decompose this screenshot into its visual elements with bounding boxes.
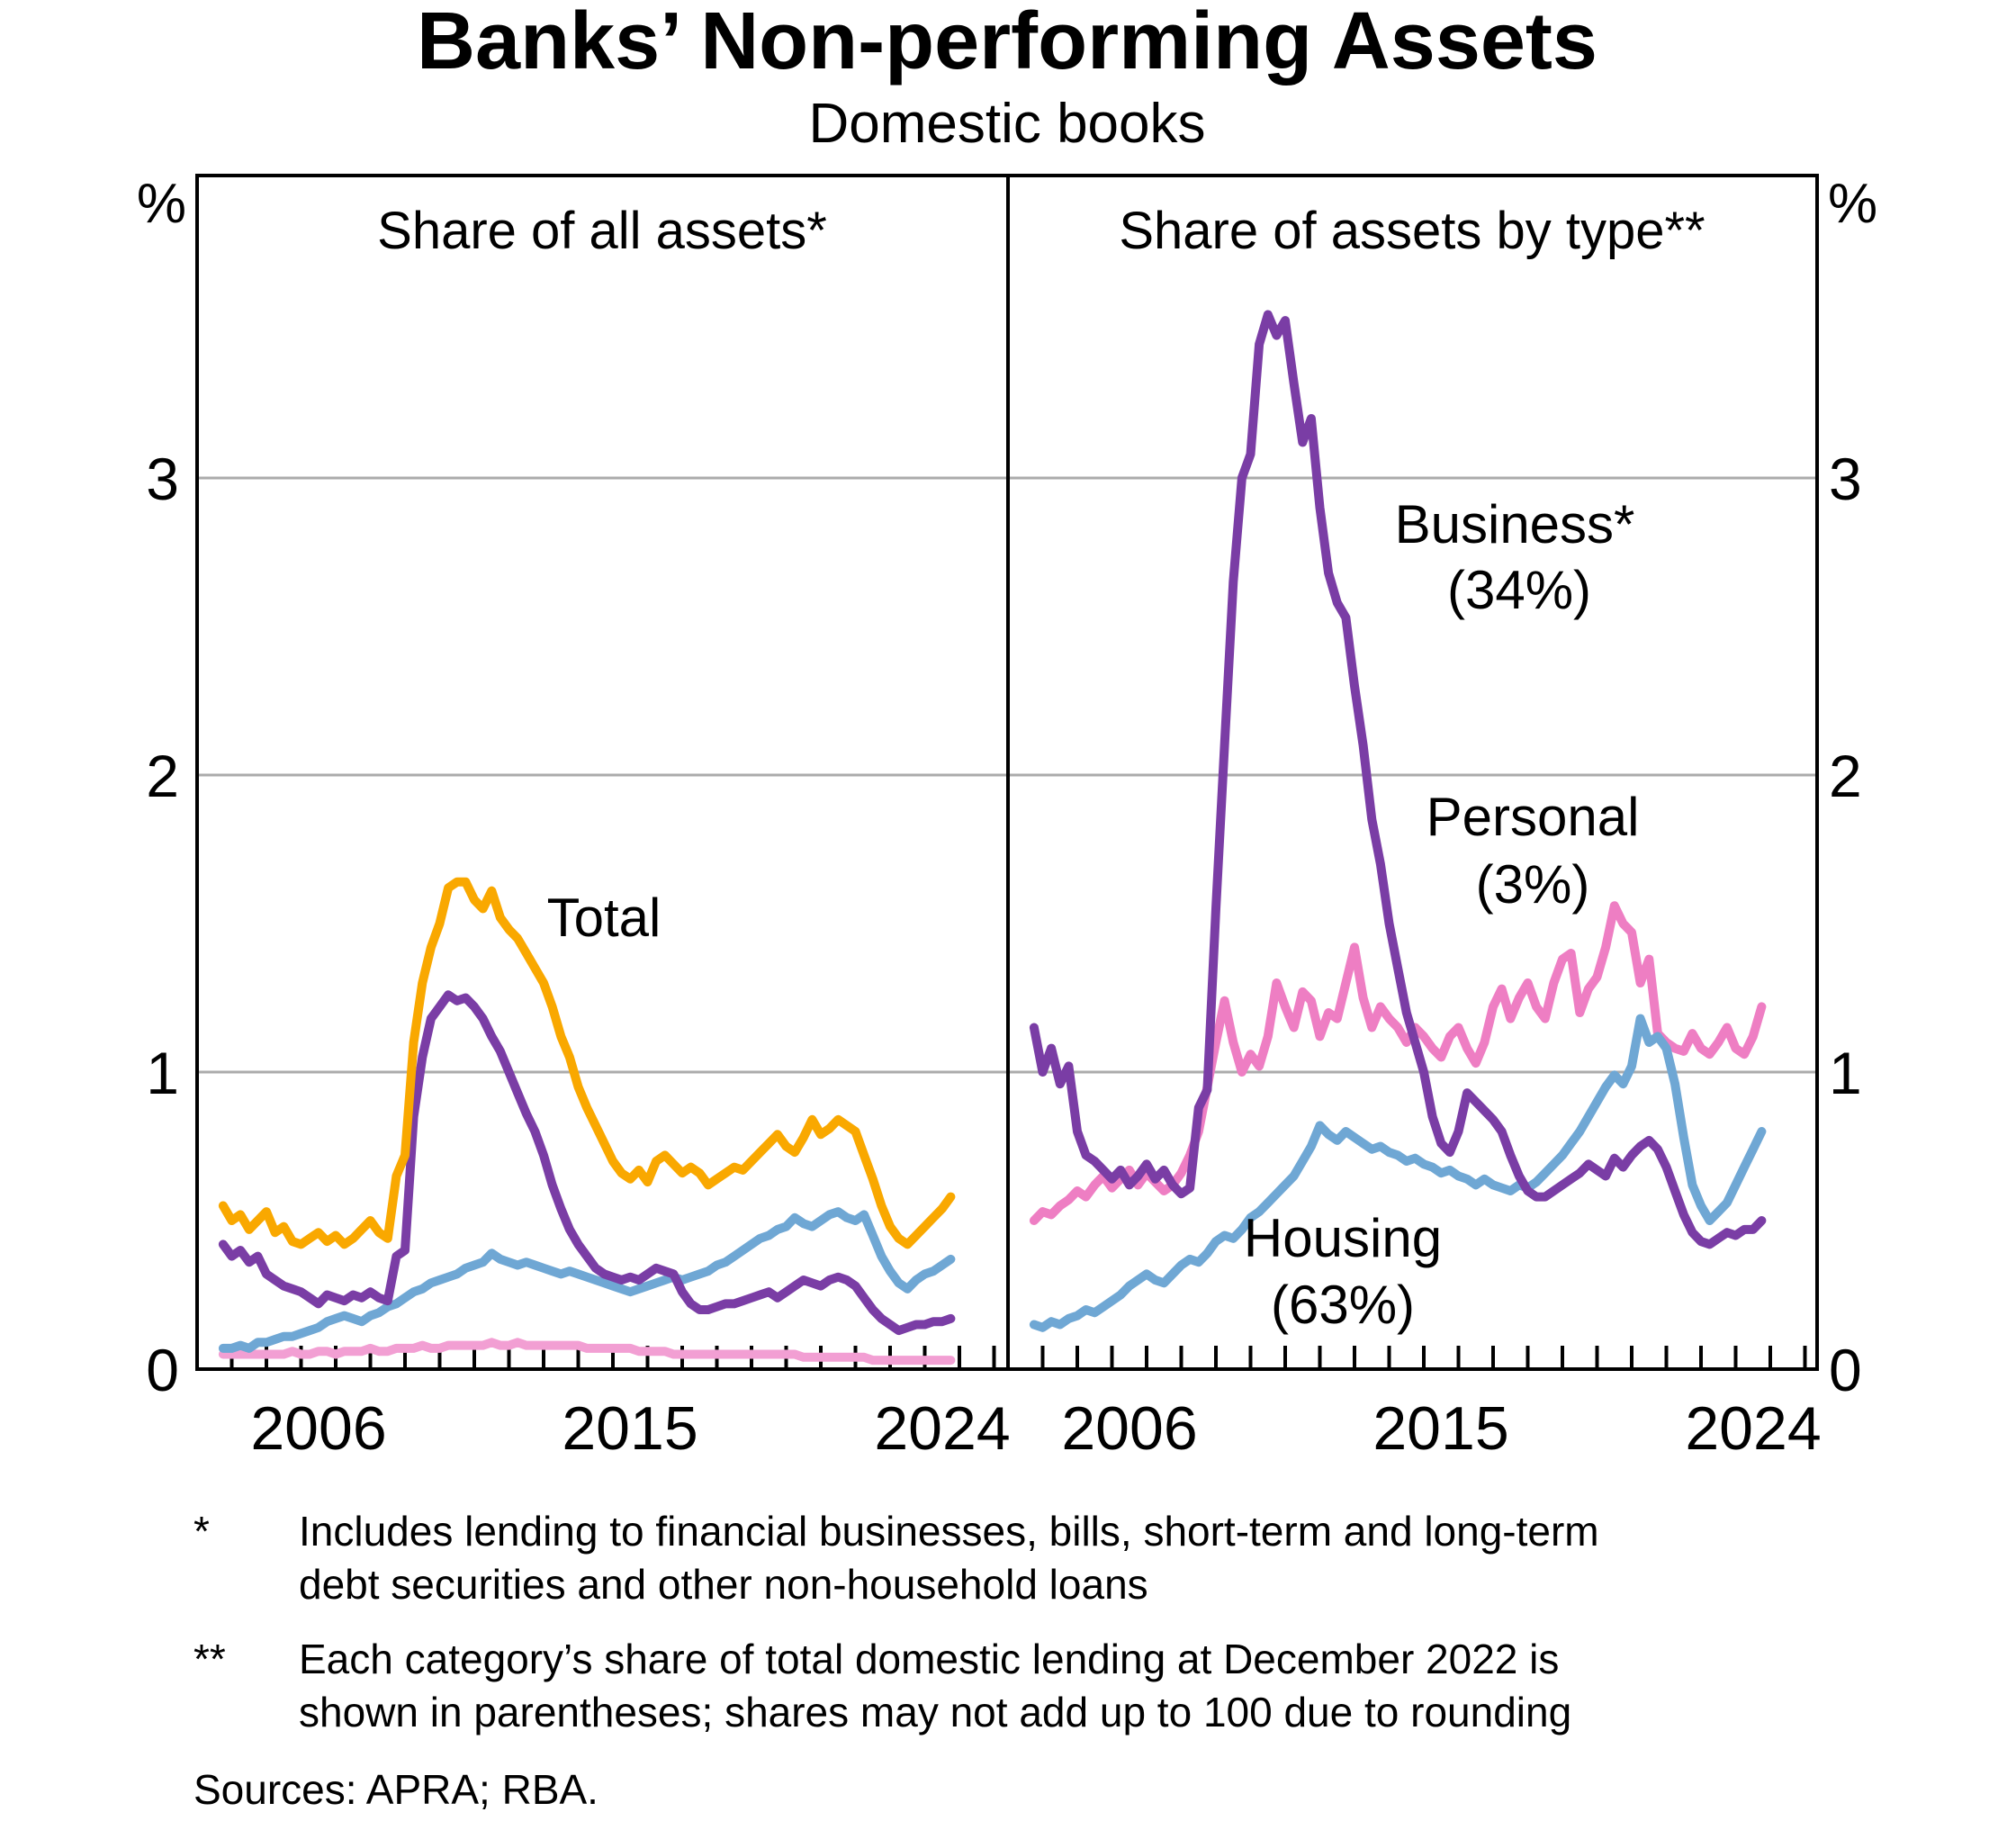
series-line-housing-all-assets <box>218 1207 956 1353</box>
footnote-2-marker: ** <box>194 1636 226 1682</box>
data-series <box>218 310 1767 1366</box>
page-subtitle: Domestic books <box>808 93 1205 155</box>
page-title: Banks’ Non-performing Assets <box>417 0 1598 86</box>
footnote-1-marker: * <box>194 1508 210 1555</box>
right-panel-title: Share of assets by type** <box>1119 202 1705 260</box>
series-line-business-all-assets <box>218 990 956 1336</box>
y-tick-right-2: 2 <box>1829 743 1862 809</box>
y-unit-right: % <box>1828 173 1877 235</box>
series-line-personal-all-assets <box>218 1338 956 1366</box>
plot-frame <box>195 174 1819 1371</box>
footnote-2-line-2: shown in parentheses; shares may not add… <box>299 1689 1571 1735</box>
y-tick-left-3: 3 <box>146 446 179 512</box>
series-line-total-all-assets <box>218 877 956 1249</box>
x-label-right-2024: 2024 <box>1685 1394 1821 1463</box>
housing-share-label: (63%) <box>1271 1275 1415 1335</box>
y-tick-right-0: 0 <box>1829 1337 1862 1403</box>
x-label-left-2024: 2024 <box>874 1394 1010 1463</box>
x-label-right-2006: 2006 <box>1061 1394 1197 1463</box>
footnote-1-line-1: Includes lending to financial businesses… <box>299 1508 1599 1555</box>
series-line-business-by-type <box>1029 310 1767 1249</box>
y-tick-left-2: 2 <box>146 743 179 809</box>
footnote-2-line-1: Each category’s share of total domestic … <box>299 1636 1559 1682</box>
x-label-right-2015: 2015 <box>1372 1394 1508 1463</box>
housing-series-label: Housing <box>1244 1208 1442 1268</box>
business-series-label: Business* <box>1395 494 1635 554</box>
y-tick-right-3: 3 <box>1829 446 1862 512</box>
personal-share-label: (3%) <box>1476 854 1590 915</box>
left-panel-title: Share of all assets* <box>377 202 827 260</box>
x-label-left-2015: 2015 <box>562 1394 698 1463</box>
x-label-left-2006: 2006 <box>250 1394 386 1463</box>
y-tick-left-1: 1 <box>146 1040 179 1106</box>
y-unit-left: % <box>137 173 186 235</box>
total-series-label: Total <box>547 888 662 948</box>
y-tick-left-0: 0 <box>146 1337 179 1403</box>
footnote-1-line-2: debt securities and other non-household … <box>299 1561 1148 1608</box>
y-tick-right-1: 1 <box>1829 1040 1862 1106</box>
personal-series-label: Personal <box>1426 787 1640 847</box>
business-share-label: (34%) <box>1447 560 1591 620</box>
sources-line: Sources: APRA; RBA. <box>194 1766 598 1813</box>
series-line-housing-by-type <box>1029 1014 1767 1332</box>
